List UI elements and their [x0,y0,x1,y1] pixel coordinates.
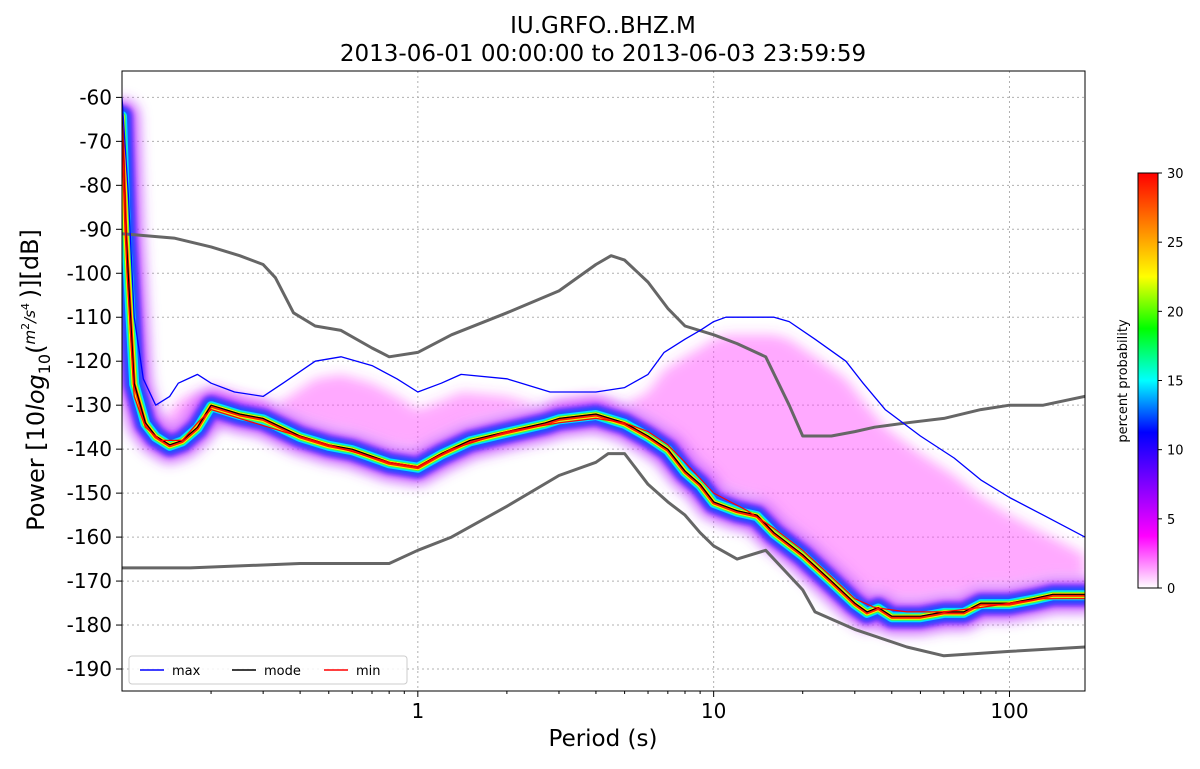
legend-box [128,655,408,685]
legend-label-mode: mode [264,664,301,679]
y-axis-ticks: -60 -70 -80 -90 -100 -110 -120 -130 -140 -150 -160… [67,85,122,681]
svg-text:Power [10log10(m2/s4 )][dB]: Power [10log10(m2/s4 )][dB] [16,229,54,531]
nhnm-line [122,232,1085,438]
y-tick-label: -140 [67,437,112,461]
y-tick-label: -100 [67,261,112,285]
plot-frame [121,70,1086,692]
statistics-lines [122,97,1085,617]
y-tick-label: -120 [67,349,112,373]
x-tick-label: 1 [411,699,424,723]
colorbar-tick-label: 0 [1167,582,1175,597]
probability-heatmap [122,97,1085,635]
heatmap-cloud [122,97,1085,599]
grid-lines [122,71,1085,691]
y-axis-label: Power [10log10(m2/s4 )][dB] [16,229,54,531]
x-tick-label: 100 [990,699,1028,723]
noise-models [122,232,1085,658]
colorbar-tick-label: 5 [1167,513,1175,528]
colorbar: 0 5 10 15 20 25 30 percent probability [1116,167,1184,597]
colorbar-tick-label: 20 [1167,305,1184,320]
chart-title-line2: 2013-06-01 00:00:00 to 2013-06-03 23:59:… [340,41,866,67]
y-tick-label: -170 [67,569,112,593]
colorbar-ticks: 0 5 10 15 20 25 30 [1158,167,1184,597]
x-axis-ticks: 1 10 100 [210,691,1029,723]
y-tick-label: -60 [79,85,112,109]
y-tick-label: -160 [67,525,112,549]
x-axis-label: Period (s) [549,726,658,752]
colorbar-tick-label: 10 [1167,444,1184,459]
legend-label-max: max [172,664,201,679]
colorbar-label: percent probability [1116,319,1131,443]
y-tick-label: -110 [67,305,112,329]
y-tick-label: -90 [79,217,112,241]
legend: max mode min [128,655,408,685]
legend-label-min: min [356,664,381,679]
y-tick-label: -70 [79,129,112,153]
x-tick-label: 10 [701,699,726,723]
nlnm-line [122,452,1085,658]
y-tick-label: -80 [79,173,112,197]
colorbar-tick-label: 25 [1167,236,1184,251]
colorbar-tick-label: 15 [1167,375,1184,390]
y-tick-label: -130 [67,393,112,417]
colorbar-gradient [1137,172,1159,589]
colorbar-tick-label: 30 [1167,167,1184,182]
chart-title-line1: IU.GRFO..BHZ.M [510,13,696,39]
y-tick-label: -190 [67,657,112,681]
min-line [122,123,1085,613]
max-line [122,97,1085,538]
y-tick-label: -150 [67,481,112,505]
y-tick-label: -180 [67,613,112,637]
